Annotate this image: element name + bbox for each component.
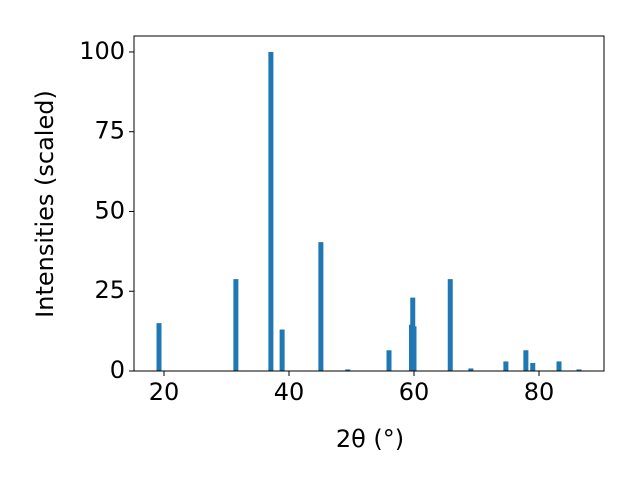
bar — [447, 279, 453, 371]
y-tick-label: 75 — [94, 117, 125, 145]
bar — [556, 361, 562, 371]
bar — [345, 369, 351, 371]
y-axis-label: Intensities (scaled) — [31, 90, 59, 318]
bar — [233, 279, 239, 371]
x-tick-label: 60 — [399, 378, 430, 406]
y-tick-label: 100 — [79, 37, 125, 65]
x-tick-label: 80 — [524, 378, 555, 406]
bar — [386, 350, 392, 371]
x-tick-label: 20 — [149, 378, 180, 406]
bar — [468, 368, 474, 371]
bar — [503, 361, 509, 371]
plot-frame — [133, 35, 605, 372]
bar — [576, 369, 582, 371]
y-tick-label: 50 — [94, 196, 125, 224]
y-tick-label: 25 — [94, 276, 125, 304]
bar — [156, 323, 162, 371]
bar — [523, 350, 529, 371]
y-tick-label: 0 — [110, 356, 125, 384]
bar — [268, 51, 274, 371]
bar — [530, 363, 536, 371]
x-tick-label: 40 — [274, 378, 305, 406]
bar — [411, 326, 417, 371]
bar — [279, 329, 285, 371]
bar — [318, 242, 324, 371]
x-axis-label: 2θ (°) — [336, 425, 404, 453]
